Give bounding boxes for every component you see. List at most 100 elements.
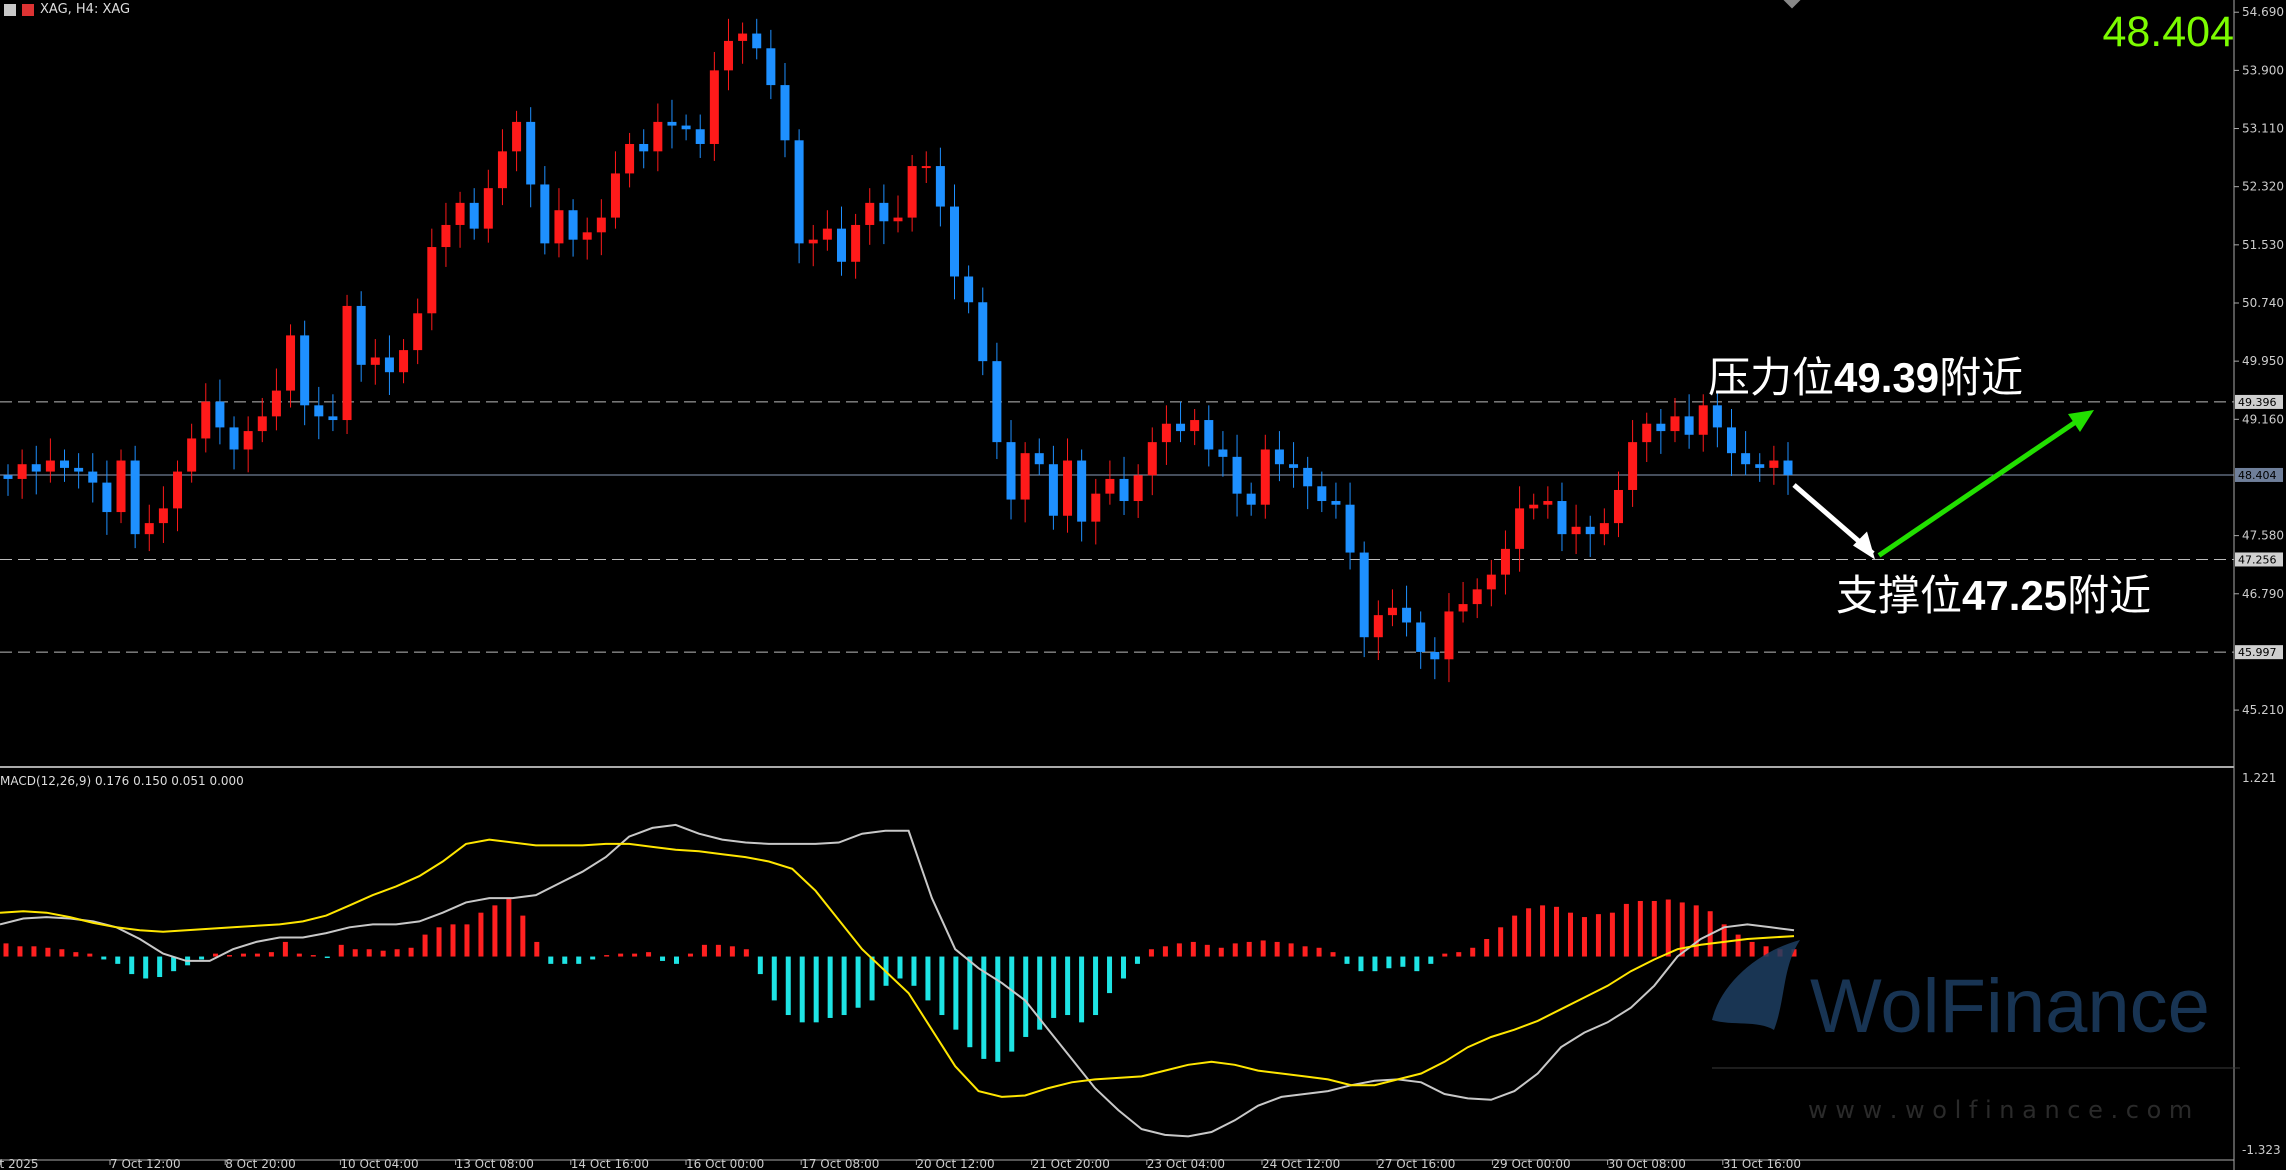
candle-body	[1176, 423, 1186, 432]
macd-histogram-bar	[1218, 947, 1224, 957]
support-suffix: 附近	[2067, 571, 2152, 620]
macd-axis-bottom: -1.323	[2242, 1143, 2281, 1157]
macd-histogram-bar	[604, 955, 610, 957]
candle-body	[1034, 453, 1044, 465]
candle-body	[3, 475, 13, 479]
candle-body	[610, 173, 620, 218]
macd-histogram-bar	[785, 956, 791, 1016]
candle-body	[1402, 607, 1412, 623]
candle-body	[1105, 478, 1115, 494]
macd-histogram-bar	[1051, 956, 1057, 1018]
macd-histogram-bar	[492, 905, 498, 957]
macd-histogram-bar	[1581, 917, 1587, 957]
macd-histogram-bar	[911, 956, 917, 986]
resistance-suffix: 附近	[1939, 353, 2024, 402]
candle-body	[130, 460, 140, 535]
candle-body	[144, 523, 154, 535]
time-tick-label: 7 Oct 12:00	[110, 1157, 181, 1170]
time-tick-label: 8 Oct 20:00	[225, 1157, 296, 1170]
watermark-brand: WolFinance	[1810, 964, 2210, 1049]
macd-histogram-bar	[254, 953, 260, 957]
level-tag-label: 47.256	[2238, 553, 2277, 566]
candle-body	[1063, 460, 1073, 516]
candle-body	[413, 313, 423, 351]
price-tick-label: 52.320	[2242, 180, 2284, 194]
macd-histogram-bar	[939, 956, 945, 1016]
candle-body	[1274, 449, 1284, 465]
resistance-prefix: 压力位	[1708, 353, 1835, 402]
candle-body	[1006, 442, 1016, 500]
candle-body	[667, 121, 677, 126]
chart-window-icon[interactable]	[4, 3, 16, 16]
time-tick-label: 27 Oct 16:00	[1377, 1157, 1455, 1170]
support-value: 47.25	[1962, 572, 2068, 619]
candle-body	[483, 188, 493, 229]
candle-body	[1712, 405, 1722, 428]
macd-histogram-bar	[115, 956, 121, 964]
candle-body	[808, 239, 818, 244]
candle-body	[978, 302, 988, 362]
macd-histogram-bar	[1470, 947, 1476, 957]
resistance-annotation: 压力位49.39附近	[1708, 344, 2023, 405]
macd-histogram-bar	[1540, 905, 1546, 957]
macd-line	[0, 823, 1795, 1138]
candle-body	[1783, 460, 1793, 475]
candle-body	[356, 305, 366, 365]
macd-histogram-bar	[87, 953, 93, 957]
time-tick-label: 20 Oct 12:00	[916, 1157, 994, 1170]
candle-body	[469, 202, 479, 229]
candle-body	[328, 416, 338, 421]
candle-body	[851, 224, 861, 262]
macd-histogram-bar	[967, 956, 973, 1048]
symbol-flag-icon	[22, 3, 34, 16]
candle-body	[342, 305, 352, 421]
macd-histogram-bar	[1623, 903, 1629, 957]
macd-histogram-bar	[827, 956, 833, 1018]
macd-histogram-bar	[897, 956, 903, 979]
macd-histogram-bar	[408, 947, 414, 957]
candle-body	[1613, 489, 1623, 524]
candle-body	[370, 357, 380, 365]
candle-body	[74, 467, 84, 472]
macd-histogram-bar	[1665, 899, 1671, 957]
candle-body	[1557, 501, 1567, 535]
candle-body	[1500, 548, 1510, 575]
macd-histogram-bar	[1065, 956, 1071, 1016]
candle-body	[1472, 589, 1482, 605]
candle-body	[88, 471, 98, 483]
macd-histogram-bar	[1079, 956, 1085, 1023]
price-tick-label: 53.900	[2242, 63, 2284, 77]
time-tick-label: 6 Oct 2025	[0, 1157, 39, 1170]
macd-histogram-bar	[1595, 914, 1601, 957]
macd-histogram-bar	[478, 912, 484, 957]
candle-body	[1359, 552, 1369, 638]
macd-histogram-bar	[1316, 947, 1322, 957]
macd-histogram-bar	[59, 949, 65, 957]
macd-histogram-bar	[715, 944, 721, 957]
macd-histogram-bar	[1148, 949, 1154, 957]
candle-body	[187, 438, 197, 472]
macd-histogram-bar	[869, 956, 875, 1001]
time-tick-label: 10 Oct 04:00	[340, 1157, 418, 1170]
macd-histogram-bar	[1372, 956, 1378, 972]
price-tick-label: 49.950	[2242, 354, 2284, 368]
candle-body	[1444, 611, 1454, 660]
candle-body	[752, 33, 762, 49]
macd-histogram-bar	[1204, 944, 1210, 957]
time-tick-label: 31 Oct 16:00	[1723, 1157, 1801, 1170]
current-price-label: 48.404	[2102, 8, 2234, 56]
macd-histogram-bar	[310, 955, 316, 957]
macd-histogram-bar	[1526, 908, 1532, 957]
macd-histogram-bar	[171, 956, 177, 972]
time-tick-label: 29 Oct 00:00	[1492, 1157, 1570, 1170]
wolf-logo-icon	[1712, 940, 1800, 1030]
candle-body	[709, 70, 719, 144]
time-tick-label: 14 Oct 16:00	[571, 1157, 649, 1170]
candle-body	[455, 202, 465, 225]
level-tag	[2235, 467, 2283, 482]
candle-body	[512, 121, 522, 152]
macd-histogram-bar	[1302, 946, 1308, 957]
macd-histogram-bar	[701, 944, 707, 957]
time-tick-label: 17 Oct 08:00	[801, 1157, 879, 1170]
candle-body	[1656, 423, 1666, 432]
